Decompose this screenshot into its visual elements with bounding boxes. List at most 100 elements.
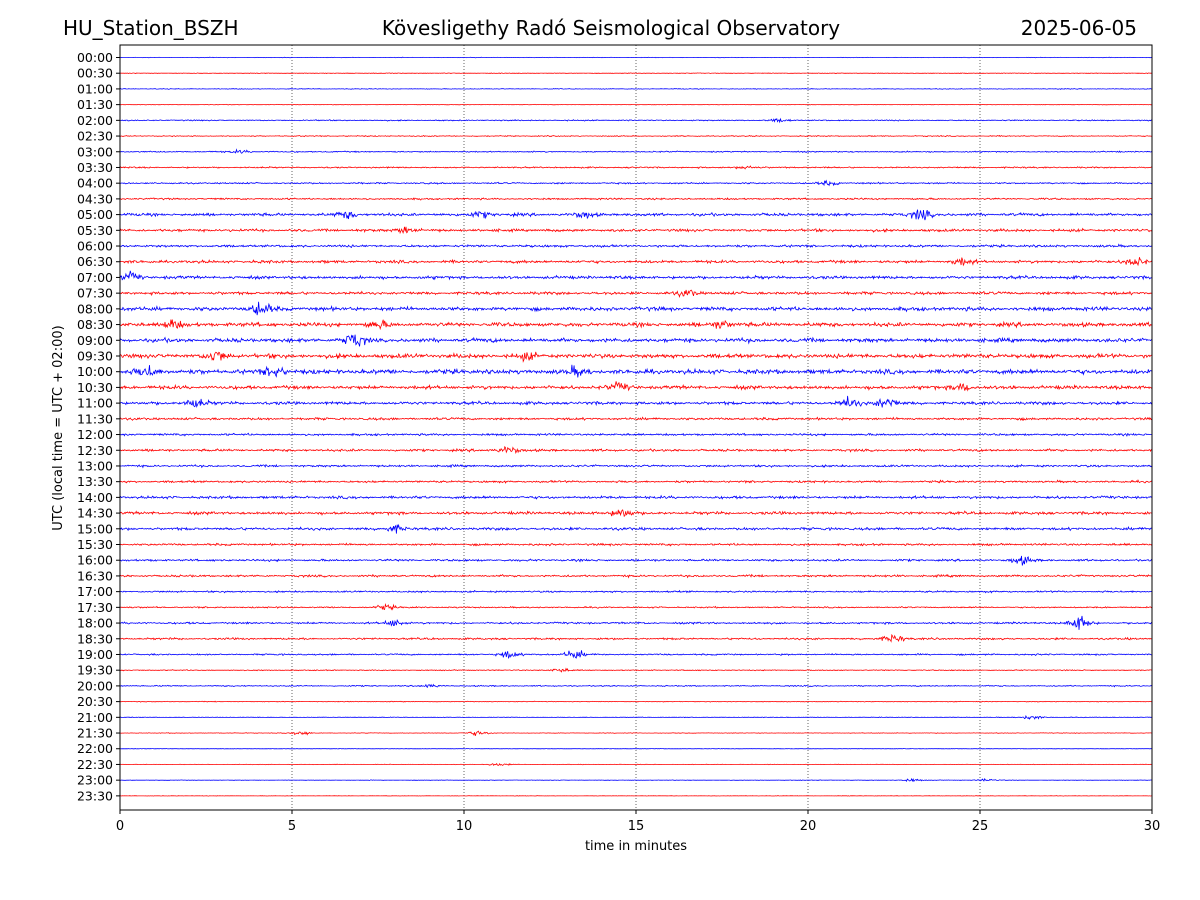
y-tick-label: 01:30	[77, 97, 113, 112]
trace-0730	[119, 289, 1153, 298]
trace-1600	[119, 555, 1153, 566]
trace-1300	[119, 463, 1153, 469]
y-tick-label: 22:30	[77, 757, 113, 772]
trace-1630	[119, 573, 1153, 579]
trace-0100	[119, 88, 1152, 90]
y-tick-label: 02:00	[77, 113, 113, 128]
trace-0930	[119, 351, 1153, 363]
trace-0600	[119, 243, 1153, 249]
y-tick-label: 11:30	[77, 411, 113, 426]
trace-0500	[119, 209, 1153, 221]
trace-0800	[119, 301, 1152, 316]
trace-1530	[119, 542, 1153, 547]
x-tick-label: 20	[800, 819, 817, 834]
trace-1500	[119, 523, 1153, 534]
axis-layer: 0 5 10 15 20 25 30 00:0000:3001:0001:3002:0002:…	[77, 50, 1160, 834]
x-tick-label: 5	[288, 819, 296, 834]
trace-0700	[119, 270, 1153, 281]
trace-0200	[119, 117, 1153, 124]
y-tick-label: 05:00	[77, 207, 113, 222]
trace-0400	[119, 179, 1153, 187]
y-tick-label: 17:30	[77, 600, 113, 615]
x-tick-label: 30	[1144, 819, 1161, 834]
y-tick-label: 23:30	[77, 788, 113, 803]
y-tick-label: 10:00	[77, 364, 113, 379]
x-tick-label: 0	[116, 819, 124, 834]
y-tick-label: 21:30	[77, 726, 113, 741]
chart-title: Kövesligethy Radó Seismological Observat…	[381, 16, 841, 40]
grid-layer	[291, 45, 981, 810]
y-tick-label: 10:30	[77, 380, 113, 395]
y-tick-label: 07:30	[77, 286, 113, 301]
y-tick-label: 01:00	[77, 81, 113, 96]
y-tick-label: 17:00	[77, 584, 113, 599]
y-tick-label: 04:30	[77, 191, 113, 206]
y-tick-label: 06:30	[77, 254, 113, 269]
y-tick-label: 02:30	[77, 129, 113, 144]
y-tick-label: 08:00	[77, 301, 113, 316]
trace-0230	[119, 134, 1152, 138]
y-tick-label: 09:00	[77, 333, 113, 348]
trace-2130	[119, 730, 1152, 737]
trace-2030	[119, 700, 1153, 703]
trace-1400	[119, 494, 1153, 500]
chart-date: 2025-06-05	[1020, 16, 1137, 40]
y-tick-label: 09:30	[77, 348, 113, 363]
y-tick-label: 18:00	[77, 616, 113, 631]
y-tick-label: 12:00	[77, 427, 113, 442]
trace-layer	[119, 56, 1153, 797]
y-tick-label: 19:00	[77, 647, 113, 662]
y-tick-label: 20:00	[77, 678, 113, 693]
x-axis-label: time in minutes	[585, 839, 687, 854]
trace-0300	[120, 148, 1153, 154]
y-tick-label: 03:00	[77, 144, 113, 159]
x-tick-label: 25	[972, 819, 989, 834]
station-name: HU_Station_BSZH	[63, 16, 239, 40]
y-tick-label: 16:30	[77, 568, 113, 583]
x-tick-label: 10	[456, 819, 473, 834]
trace-1000	[119, 364, 1153, 378]
y-tick-label: 22:00	[77, 741, 113, 756]
trace-0000	[119, 56, 1153, 59]
y-tick-label: 14:00	[77, 490, 113, 505]
trace-2300	[119, 777, 1153, 783]
trace-1030	[119, 381, 1153, 392]
y-tick-label: 15:00	[77, 521, 113, 536]
trace-1130	[119, 416, 1153, 422]
trace-1230	[119, 445, 1153, 455]
y-tick-label: 19:30	[77, 663, 113, 678]
trace-1200	[119, 432, 1153, 437]
y-tick-label: 13:30	[77, 474, 113, 489]
trace-1900	[119, 650, 1153, 660]
y-tick-label: 07:00	[77, 270, 113, 285]
y-tick-label: 20:30	[77, 694, 113, 709]
y-tick-label: 23:00	[77, 773, 113, 788]
trace-1330	[119, 479, 1153, 484]
trace-0430	[120, 197, 1153, 201]
y-tick-label: 12:30	[77, 443, 113, 458]
y-tick-label: 14:30	[77, 506, 113, 521]
x-tick-label: 15	[628, 819, 645, 834]
trace-0130	[119, 103, 1153, 106]
y-tick-label: 21:00	[77, 710, 113, 725]
trace-0030	[120, 72, 1153, 75]
trace-1800	[119, 615, 1153, 630]
y-axis-label: UTC (local time = UTC + 02:00)	[51, 325, 66, 530]
trace-0330	[119, 165, 1153, 170]
trace-2230	[119, 762, 1153, 766]
y-tick-label: 06:00	[77, 239, 113, 254]
trace-1730	[119, 603, 1153, 611]
y-tick-label: 18:30	[77, 631, 113, 646]
y-tick-label: 05:30	[77, 223, 113, 238]
y-tick-label: 00:00	[77, 50, 113, 65]
trace-0900	[119, 334, 1153, 347]
trace-2200	[119, 748, 1152, 750]
trace-0530	[119, 226, 1153, 235]
trace-1100	[119, 395, 1153, 409]
trace-1930	[119, 667, 1153, 673]
y-tick-label: 08:30	[77, 317, 113, 332]
trace-2100	[119, 714, 1152, 720]
y-tick-label: 03:30	[77, 160, 113, 175]
y-tick-label: 11:00	[77, 396, 113, 411]
